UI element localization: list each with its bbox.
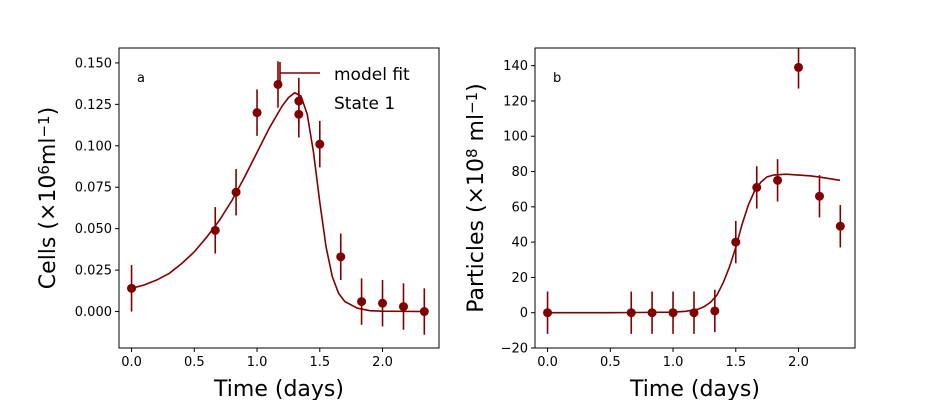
- x-tick-label: 0.5: [600, 355, 621, 370]
- x-tick-label: 0.0: [537, 355, 558, 370]
- y-tick-label: 40: [511, 236, 528, 251]
- panel-a-ylabel-mid: ml: [36, 138, 61, 166]
- model-fit-line: [547, 173, 841, 314]
- data-point: [773, 175, 783, 185]
- data-point: [543, 308, 553, 318]
- y-tick-label: 80: [511, 165, 528, 180]
- data-point: [794, 62, 804, 72]
- legend-entry-state-1: State 1: [334, 94, 395, 114]
- data-point: [378, 298, 388, 308]
- panel-a-ticks: 0.0 0.5 1.0 1.5 2.0 0.000 0.025 0.050 0.075 0.100…: [75, 56, 393, 370]
- y-tick-label: 100: [503, 130, 528, 145]
- panel-b-label: b: [553, 71, 561, 86]
- x-tick-label: 1.5: [309, 355, 330, 370]
- panel-a: 0.0 0.5 1.0 1.5 2.0 0.000 0.025 0.050 0.075 0.100…: [35, 47, 440, 400]
- data-point: [336, 252, 346, 262]
- panel-b-ylabel-sup: 8: [463, 148, 481, 158]
- data-point: [273, 79, 283, 89]
- y-tick-label: 0: [520, 306, 528, 321]
- y-tick-label: 0.150: [75, 56, 112, 71]
- y-tick-label: 140: [503, 59, 528, 74]
- x-tick-label: 2.0: [372, 355, 393, 370]
- panel-b: 0.0 0.5 1.0 1.5 2.0 −20 0 20 40 60 80 100 120 140 b T…: [463, 47, 856, 400]
- data-point: [127, 283, 137, 293]
- data-point: [252, 108, 262, 118]
- y-tick-label: 0.075: [75, 181, 112, 196]
- y-tick-label: 0.125: [75, 98, 112, 113]
- data-point: [398, 302, 408, 312]
- panel-b-ylabel-mid: ml: [464, 114, 489, 149]
- x-tick-label: 0.5: [184, 355, 205, 370]
- y-tick-label: 0.050: [75, 222, 112, 237]
- panel-a-ylabel-end: ): [36, 107, 61, 116]
- panel-b-y-axis-label: Particles (×108 ml−1): [463, 83, 489, 313]
- panel-b-ylabel-end: ): [464, 83, 489, 92]
- y-tick-label: −20: [501, 342, 528, 357]
- panel-b-plot: [543, 48, 845, 334]
- panel-a-x-axis-label: Time (days): [213, 377, 344, 400]
- y-tick-label: 60: [511, 200, 528, 215]
- panel-a-y-axis-label: Cells (×106ml−1): [35, 107, 61, 289]
- x-tick-label: 1.0: [663, 355, 684, 370]
- panel-a-legend: model fit State 1: [279, 62, 410, 114]
- x-tick-label: 1.5: [725, 355, 746, 370]
- y-tick-label: 0.000: [75, 305, 112, 320]
- panel-b-ylabel-main: Particles (×10: [464, 158, 489, 313]
- panel-b-axes-frame: [534, 47, 856, 349]
- panel-b-ylabel-sup2: −1: [463, 92, 481, 114]
- panel-a-label: a: [137, 71, 145, 86]
- y-tick-label: 0.100: [75, 139, 112, 154]
- data-point: [814, 191, 824, 201]
- panel-a-ylabel-sup: 6: [35, 165, 53, 175]
- panel-b-ticks: 0.0 0.5 1.0 1.5 2.0 −20 0 20 40 60 80 100 120 140: [501, 59, 809, 370]
- panel-a-ylabel-sup2: −1: [35, 115, 53, 137]
- panel-a-axes-frame: [118, 47, 440, 349]
- y-tick-label: 20: [511, 271, 528, 286]
- data-point: [357, 297, 367, 307]
- data-point: [315, 139, 325, 149]
- data-point: [710, 306, 720, 316]
- x-tick-label: 1.0: [247, 355, 268, 370]
- y-tick-label: 120: [503, 94, 528, 109]
- data-point: [835, 221, 845, 231]
- panel-b-x-axis-label: Time (days): [629, 377, 760, 400]
- y-tick-label: 0.025: [75, 264, 112, 279]
- data-point: [294, 109, 304, 119]
- model-fit-line: [131, 91, 427, 313]
- panel-a-ylabel-main: Cells (×10: [36, 175, 61, 290]
- x-tick-label: 0.0: [121, 355, 142, 370]
- legend-entry-model-fit: model fit: [334, 65, 410, 85]
- x-tick-label: 2.0: [788, 355, 809, 370]
